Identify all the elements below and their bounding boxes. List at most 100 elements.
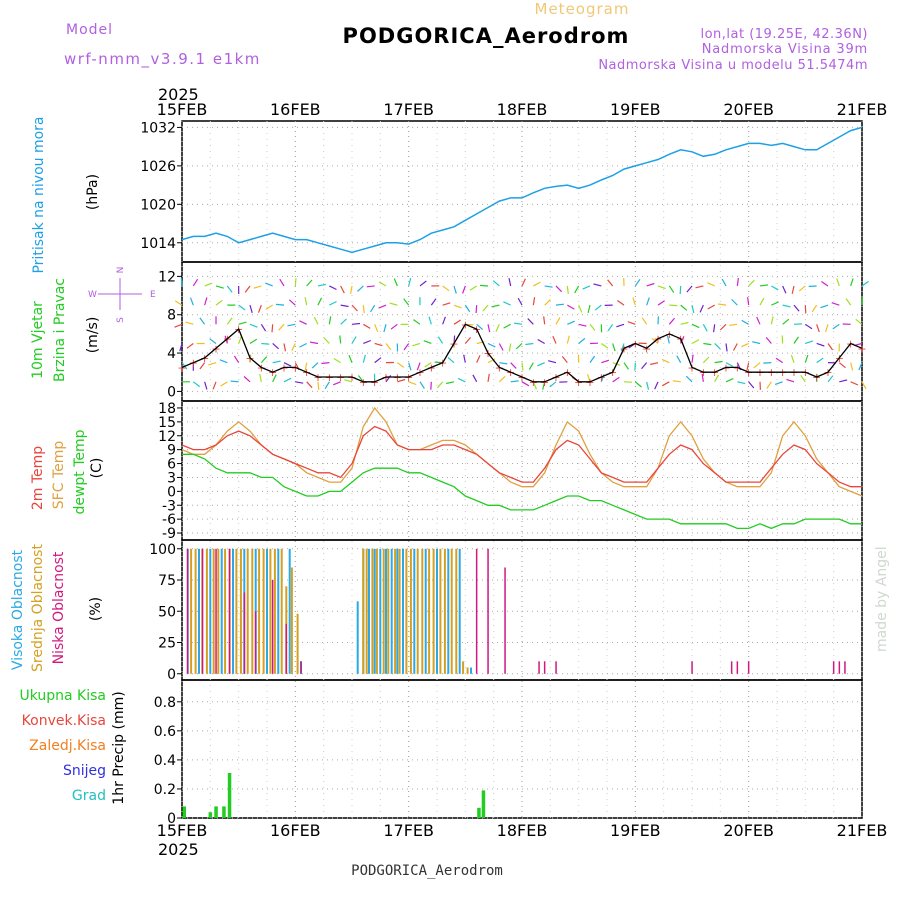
- high-cloud-bar: [470, 667, 472, 674]
- wind-arrow: [243, 376, 251, 383]
- wind-arrow: [845, 298, 852, 306]
- wind-arrow: [623, 362, 629, 370]
- wind-arrow: [759, 284, 768, 287]
- total-precip-bar: [477, 807, 481, 818]
- wind-arrow: [238, 335, 243, 344]
- wind-arrow: [786, 378, 795, 383]
- wind-arrow: [732, 343, 738, 351]
- wind-arrow: [555, 303, 564, 306]
- mid-cloud-bar: [416, 548, 419, 674]
- wind-arrow: [189, 297, 194, 306]
- wind-arrow: [567, 320, 575, 325]
- wind-arrow: [680, 321, 689, 325]
- wind-arrow: [261, 342, 270, 345]
- temp-2m-line: [181, 425, 862, 488]
- wind-arrow: [680, 335, 685, 344]
- wind-arrow: [317, 283, 327, 287]
- dewpoint-line: [182, 453, 862, 530]
- station-title: PODGORICA_Aerodrom: [343, 24, 630, 48]
- wind-arrow: [219, 359, 228, 364]
- wind-arrow: [306, 279, 313, 287]
- wind-arrow: [514, 322, 523, 325]
- wind-arrow: [729, 323, 738, 326]
- wind-arrow: [476, 355, 481, 363]
- wind-arrow: [858, 362, 863, 371]
- footer-title: PODGORICA_Aerodrom: [351, 863, 503, 879]
- wind-arrow: [620, 343, 625, 352]
- wind-arrow: [714, 343, 721, 350]
- wind-arrow: [351, 336, 357, 344]
- year-bottom: 2025: [158, 840, 199, 859]
- mid-cloud-bar: [269, 548, 272, 674]
- wind-arrow: [374, 357, 382, 364]
- wind-arrow: [793, 304, 800, 312]
- low-cloud-bar: [271, 580, 274, 674]
- wind-arrow: [389, 302, 398, 306]
- credit: made by Angel: [874, 546, 890, 652]
- low-cloud-bar: [844, 661, 846, 674]
- wind-arrow: [272, 360, 281, 364]
- wind-arrow: [861, 280, 869, 287]
- temp-tick-label: 0: [167, 484, 176, 500]
- wind-arrow: [199, 362, 206, 370]
- wind-arrow: [340, 304, 349, 308]
- wind-arrow: [442, 302, 451, 306]
- pressure-unit: (hPa): [85, 174, 101, 210]
- compass-w: W: [88, 290, 97, 300]
- mid-cloud-bar: [212, 548, 215, 674]
- wind-arrow: [718, 303, 727, 306]
- high-cloud-bar: [220, 548, 223, 674]
- mid-cloud-bar: [466, 667, 469, 674]
- precip-panel-frame: [181, 679, 863, 819]
- wind-arrow: [612, 376, 620, 383]
- wind-arrow: [756, 316, 761, 325]
- low-cloud-bar: [543, 661, 546, 674]
- high-cloud-bar: [266, 548, 268, 674]
- wind-arrow: [759, 297, 765, 306]
- mid-cloud-bar: [362, 548, 365, 674]
- wind-arrow: [492, 280, 500, 287]
- mid-cloud-bar: [428, 548, 431, 674]
- wind-arrow: [532, 381, 538, 390]
- meteogram-label: Meteogram: [535, 0, 630, 18]
- wind-arrow: [532, 297, 536, 306]
- wind-arrow: [537, 338, 545, 345]
- wind-arrow: [321, 362, 330, 365]
- precip-tick-label: 0.2: [154, 782, 176, 798]
- wind-arrow: [641, 317, 648, 325]
- total-precip-bar: [182, 806, 186, 818]
- low-cloud-bar: [285, 623, 287, 674]
- wind-arrow: [491, 304, 500, 308]
- wind-arrow: [766, 381, 772, 389]
- mid-cloud-bar: [387, 548, 390, 674]
- wind-arrow: [827, 343, 834, 351]
- high-cloud-bar: [436, 548, 438, 674]
- x-tick-label-bottom: 15FEB: [157, 821, 208, 840]
- wind-arrow: [654, 381, 659, 390]
- wind-arrow: [612, 343, 616, 352]
- wind-arrow: [695, 285, 704, 289]
- wind-arrow: [748, 279, 755, 287]
- wind-arrow: [691, 339, 700, 345]
- wind-arrow: [741, 342, 749, 348]
- low-cloud-bar: [228, 548, 231, 674]
- wind-arrow: [378, 281, 387, 287]
- precip-tick-label: 0.8: [154, 695, 176, 711]
- wind-arrow: [374, 342, 383, 347]
- wind-arrow: [283, 362, 292, 367]
- temp-tick-label: 6: [167, 457, 176, 473]
- wind-arrow: [174, 323, 183, 328]
- wind-unit: (m/s): [85, 317, 101, 354]
- wind-arrow: [453, 304, 462, 309]
- wind-arrow: [548, 360, 557, 364]
- mid-cloud-bar: [258, 548, 261, 674]
- precip-legend: Ukupna Kisa Konvek.Kisa Zaledj.Kisa Snijeg G…: [19, 688, 106, 804]
- wind-arrow: [725, 378, 734, 383]
- wind-arrow: [586, 374, 591, 383]
- wind-arrow: [850, 362, 854, 371]
- wind-arrow: [790, 354, 795, 363]
- wind-arrow: [362, 305, 365, 314]
- wind-tick-label: 0: [167, 384, 176, 400]
- wind-arrow: [446, 381, 455, 385]
- wind-arrow: [582, 285, 591, 290]
